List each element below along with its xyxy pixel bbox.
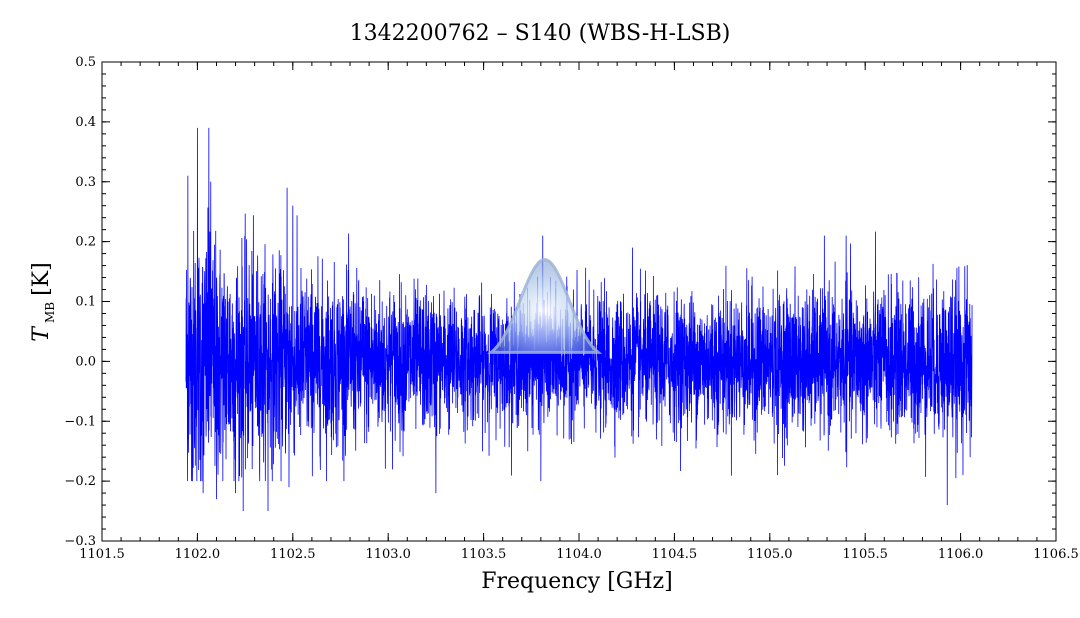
x-tick-label: 1105.0 bbox=[747, 547, 793, 562]
spectrum-line bbox=[185, 127, 973, 512]
y-tick-label: 0.2 bbox=[75, 235, 96, 250]
y-tick-label: 0.0 bbox=[75, 354, 96, 369]
x-tick-label: 1104.0 bbox=[556, 547, 602, 562]
y-tick-label: 0.3 bbox=[75, 175, 96, 190]
y-tick-labels: 0.5 0.4 0.3 0.2 0.1 0.0 −0.1 −0.2 −0.3 bbox=[64, 55, 96, 549]
x-tick-label: 1106.0 bbox=[938, 547, 984, 562]
y-tick-label: 0.1 bbox=[75, 295, 96, 310]
plot-area bbox=[185, 127, 973, 512]
y-tick-label: −0.1 bbox=[64, 414, 96, 429]
y-axis-unit: [K] bbox=[29, 262, 54, 296]
x-tick-label: 1102.0 bbox=[175, 547, 221, 562]
y-tick-label: 0.4 bbox=[75, 115, 96, 130]
x-tick-label: 1104.5 bbox=[652, 547, 698, 562]
line-marker-overlay bbox=[487, 258, 603, 354]
x-axis-label: Frequency [GHz] bbox=[481, 569, 673, 594]
y-axis-label: T MB [K] bbox=[29, 262, 57, 341]
y-tick-label: −0.2 bbox=[64, 474, 96, 489]
x-tick-label: 1101.5 bbox=[79, 547, 125, 562]
svg-text:TMB[K]: T MB [K] bbox=[29, 262, 57, 341]
x-tick-label: 1103.5 bbox=[461, 547, 507, 562]
x-tick-label: 1103.0 bbox=[365, 547, 411, 562]
x-tick-labels: 1101.5 1102.0 1102.5 1103.0 1103.5 1104.0 1104… bbox=[79, 547, 1079, 562]
gaussian-marker bbox=[487, 258, 603, 354]
chart-title: 1342200762 – S140 (WBS-H-LSB) bbox=[350, 21, 731, 46]
axis-ticks bbox=[101, 61, 1057, 542]
y-tick-label: −0.3 bbox=[64, 534, 96, 549]
y-axis-subscript: MB bbox=[43, 302, 57, 323]
x-tick-label: 1105.5 bbox=[842, 547, 888, 562]
y-axis-symbol: T bbox=[29, 325, 54, 342]
x-tick-label: 1106.5 bbox=[1033, 547, 1079, 562]
y-tick-label: 0.5 bbox=[75, 55, 96, 70]
x-tick-label: 1102.5 bbox=[270, 547, 316, 562]
